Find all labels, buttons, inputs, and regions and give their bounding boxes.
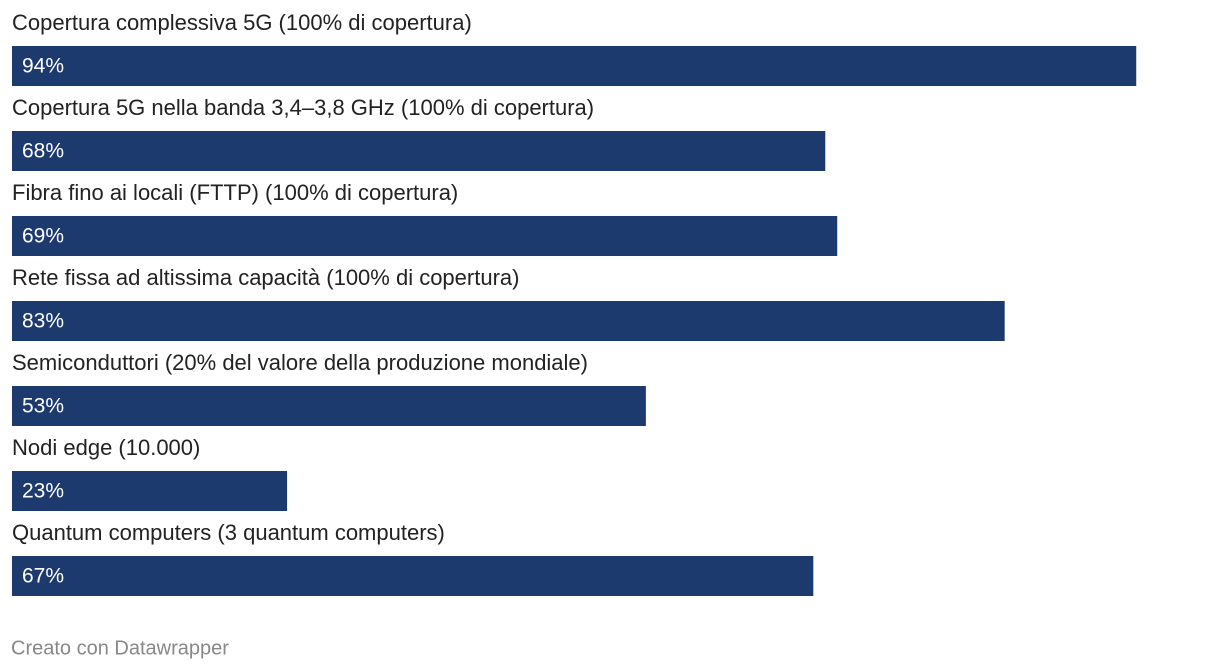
value-label: 53% (22, 395, 64, 418)
value-label: 94% (22, 55, 64, 78)
value-label: 67% (22, 565, 64, 588)
footer: Creato con Datawrapper (11, 637, 229, 659)
bar (12, 471, 288, 511)
category-label: Quantum computers (3 quantum computers) (12, 520, 445, 545)
bar (12, 131, 826, 171)
bar (12, 46, 1137, 86)
category-label: Fibra fino ai locali (FTTP) (100% di cop… (12, 180, 458, 205)
category-label: Rete fissa ad altissima capacità (100% d… (12, 265, 519, 290)
category-label: Semiconduttori (20% del valore della pro… (12, 350, 588, 375)
bar (12, 216, 838, 256)
category-label: Copertura complessiva 5G (100% di copert… (12, 10, 472, 35)
bar (12, 556, 814, 596)
bar (12, 301, 1005, 341)
category-label: Nodi edge (10.000) (12, 435, 200, 460)
category-label: Copertura 5G nella banda 3,4–3,8 GHz (10… (12, 95, 594, 120)
bar (12, 386, 646, 426)
value-label: 83% (22, 310, 64, 333)
value-label: 68% (22, 140, 64, 163)
value-label: 69% (22, 225, 64, 248)
value-label: 23% (22, 480, 64, 503)
